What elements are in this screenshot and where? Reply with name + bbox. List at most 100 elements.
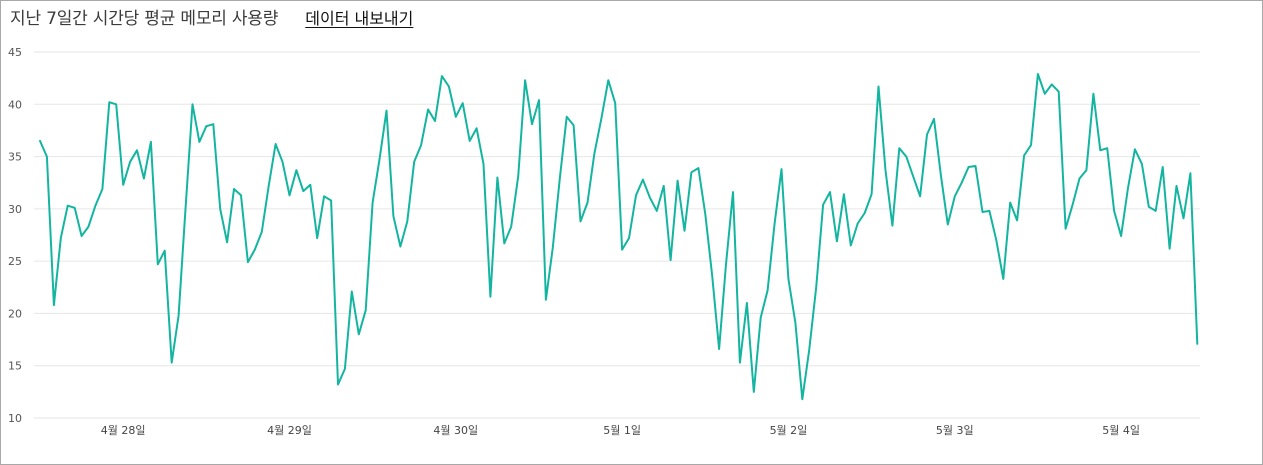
data-point xyxy=(308,182,313,187)
data-point xyxy=(585,200,590,205)
data-point xyxy=(647,195,652,200)
data-point xyxy=(1042,91,1047,96)
data-point xyxy=(1063,226,1068,231)
data-point xyxy=(426,107,431,112)
data-point xyxy=(370,200,375,205)
data-point xyxy=(959,180,964,185)
data-point xyxy=(1070,202,1075,207)
data-point xyxy=(502,241,507,246)
data-point xyxy=(141,176,146,181)
data-point xyxy=(876,84,881,89)
data-point xyxy=(273,142,278,147)
data-point xyxy=(731,190,736,195)
data-point xyxy=(800,397,805,402)
data-point xyxy=(592,151,597,156)
data-point xyxy=(79,234,84,239)
data-point xyxy=(737,360,742,365)
data-point xyxy=(51,303,56,308)
data-point xyxy=(675,178,680,183)
data-point xyxy=(183,206,188,211)
data-point xyxy=(107,100,112,105)
memory-usage-series-line xyxy=(39,73,1199,401)
data-point xyxy=(744,300,749,305)
export-data-link[interactable]: 데이터 내보내기 xyxy=(305,8,414,28)
data-point xyxy=(342,366,347,371)
data-point xyxy=(1146,204,1151,209)
x-tick-label: 5월 1일 xyxy=(603,423,641,437)
data-point xyxy=(114,102,119,107)
data-point xyxy=(287,193,292,198)
data-point xyxy=(197,139,202,144)
data-point xyxy=(530,122,535,127)
data-point xyxy=(301,189,306,194)
data-point xyxy=(155,262,160,267)
data-point xyxy=(1174,183,1179,188)
data-point xyxy=(834,239,839,244)
data-point xyxy=(543,297,548,302)
data-point xyxy=(100,186,105,191)
data-point xyxy=(848,243,853,248)
data-point xyxy=(578,219,583,224)
data-point xyxy=(1049,82,1054,87)
data-point xyxy=(1160,165,1165,170)
data-point xyxy=(384,108,389,113)
data-point xyxy=(460,101,465,106)
data-point xyxy=(620,247,625,252)
data-point xyxy=(883,168,888,173)
data-point xyxy=(758,315,763,320)
y-tick-label: 30 xyxy=(8,203,22,216)
data-point xyxy=(1119,234,1124,239)
data-point xyxy=(945,222,950,227)
data-point xyxy=(509,224,514,229)
data-point xyxy=(391,214,396,219)
data-point xyxy=(904,154,909,159)
data-point xyxy=(862,211,867,216)
data-point xyxy=(349,289,354,294)
data-point xyxy=(1056,89,1061,94)
data-point xyxy=(412,159,417,164)
data-point xyxy=(363,308,368,313)
data-point xyxy=(481,161,486,166)
data-point xyxy=(1188,171,1193,176)
data-point xyxy=(1132,147,1137,152)
data-point xyxy=(1028,143,1033,148)
data-point xyxy=(536,98,541,103)
data-point xyxy=(1077,176,1082,181)
data-point xyxy=(135,148,140,153)
data-point xyxy=(294,168,299,173)
data-point xyxy=(911,174,916,179)
data-point xyxy=(335,382,340,387)
data-point xyxy=(398,244,403,249)
data-point xyxy=(259,229,264,234)
data-point xyxy=(724,261,729,266)
x-tick-label: 4월 29일 xyxy=(267,423,312,437)
data-point xyxy=(128,159,133,164)
data-point xyxy=(162,248,167,253)
data-point xyxy=(245,260,250,265)
data-point xyxy=(751,389,756,394)
data-point xyxy=(640,177,645,182)
data-point xyxy=(419,143,424,148)
data-point xyxy=(682,228,687,233)
data-point xyxy=(765,288,770,293)
y-tick-label: 40 xyxy=(8,98,22,111)
data-point xyxy=(550,245,555,250)
data-point xyxy=(121,182,126,187)
data-point xyxy=(689,170,694,175)
data-point xyxy=(855,221,860,226)
data-point xyxy=(356,332,361,337)
data-point xyxy=(890,223,895,228)
data-point xyxy=(841,192,846,197)
data-point xyxy=(148,139,153,144)
data-point xyxy=(973,163,978,168)
data-point xyxy=(495,175,500,180)
data-point xyxy=(58,236,63,241)
data-point xyxy=(1001,276,1006,281)
data-point xyxy=(1181,216,1186,221)
data-point xyxy=(966,165,971,170)
data-point xyxy=(72,205,77,210)
data-point xyxy=(661,183,666,188)
data-point xyxy=(1195,341,1200,346)
data-point xyxy=(703,212,708,217)
